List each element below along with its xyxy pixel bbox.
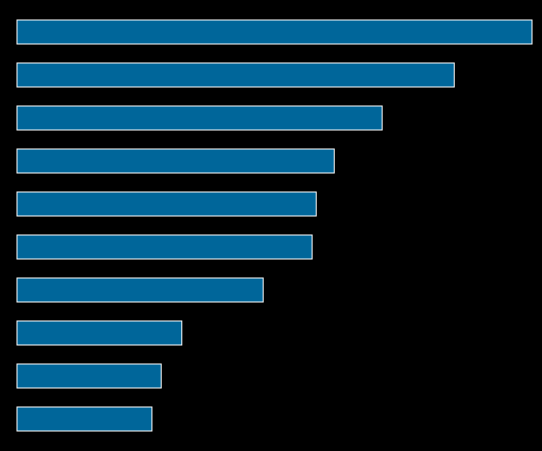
bar [16, 234, 313, 260]
bar [16, 148, 335, 174]
bar [16, 62, 455, 88]
bar [16, 406, 153, 432]
bar [16, 105, 383, 131]
bar [16, 363, 162, 389]
bar [16, 277, 264, 303]
bar [16, 320, 183, 346]
bar [16, 191, 317, 217]
bar [16, 19, 533, 45]
